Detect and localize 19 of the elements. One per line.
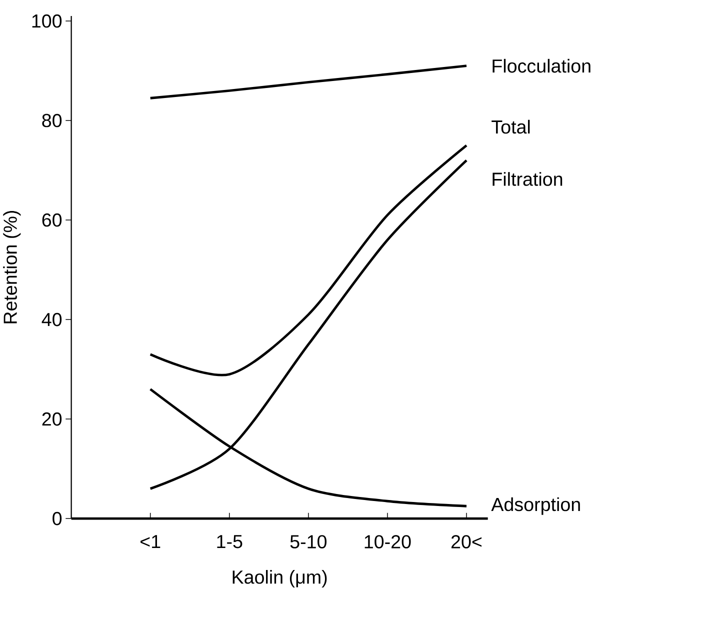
y-tick-label: 20: [42, 412, 62, 426]
series-label: Adsorption: [491, 498, 580, 516]
y-tick-label: 80: [42, 114, 62, 128]
series-label: Total: [492, 120, 530, 134]
x-axis-title: Kaolin (μm): [232, 570, 327, 588]
x-tick-label: <1: [140, 535, 160, 548]
y-tick-label: 40: [42, 313, 62, 326]
line-series: [149, 64, 468, 100]
x-tick-label: 5-10: [290, 535, 327, 549]
series-label: Flocculation: [492, 59, 590, 73]
line-series: [149, 144, 468, 376]
x-tick-label: 20<: [451, 535, 482, 549]
y-axis-title: Retention (%): [3, 211, 21, 324]
x-tick-label: 10-20: [364, 535, 411, 549]
y-tick-label: 100: [32, 14, 62, 28]
y-tick-label: 60: [42, 214, 62, 227]
x-tick-label: 1-5: [217, 535, 242, 548]
y-tick-label: 0: [52, 512, 62, 526]
series-label: Filtration: [492, 172, 562, 186]
